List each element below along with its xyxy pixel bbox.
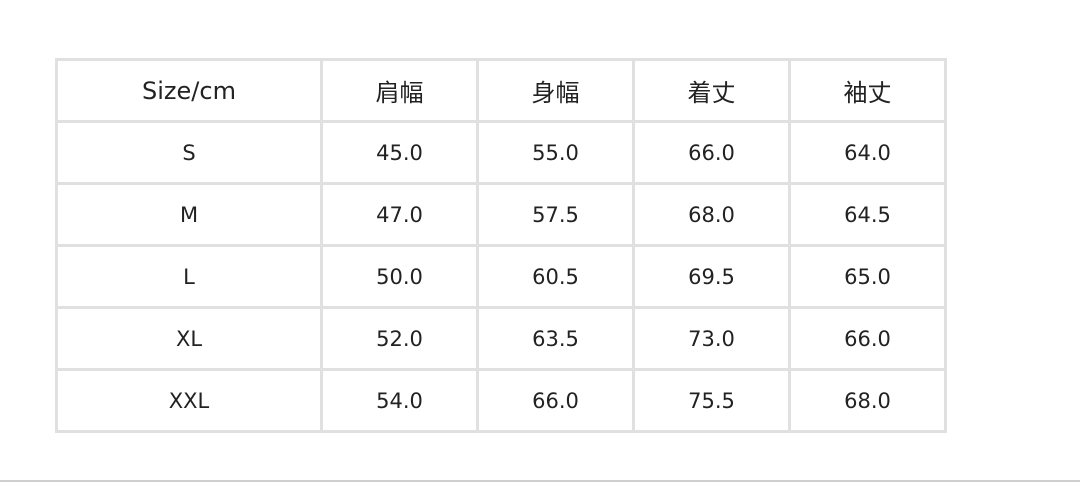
- measurement-cell: 75.5: [632, 368, 791, 433]
- measurement-cell: 69.5: [632, 244, 791, 309]
- size-cell: XL: [55, 306, 323, 371]
- bottom-divider: [0, 480, 1080, 482]
- table-row: S 45.0 55.0 66.0 64.0: [55, 120, 947, 185]
- measurement-cell: 60.5: [476, 244, 635, 309]
- measurement-cell: 45.0: [320, 120, 479, 185]
- header-cell: 肩幅: [320, 58, 479, 123]
- size-chart-table: Size/cm 肩幅 身幅 着丈 袖丈 S 45.0 55.0 66.0 64.0 M 47…: [55, 58, 947, 433]
- table-row: XL 52.0 63.5 73.0 66.0: [55, 306, 947, 371]
- measurement-cell: 65.0: [788, 244, 947, 309]
- measurement-cell: 64.5: [788, 182, 947, 247]
- measurement-cell: 55.0: [476, 120, 635, 185]
- size-cell: M: [55, 182, 323, 247]
- measurement-cell: 63.5: [476, 306, 635, 371]
- measurement-cell: 68.0: [632, 182, 791, 247]
- measurement-cell: 52.0: [320, 306, 479, 371]
- header-cell: Size/cm: [55, 58, 323, 123]
- measurement-cell: 66.0: [788, 306, 947, 371]
- header-row: Size/cm 肩幅 身幅 着丈 袖丈: [55, 58, 947, 123]
- header-cell: 着丈: [632, 58, 791, 123]
- measurement-cell: 57.5: [476, 182, 635, 247]
- measurement-cell: 64.0: [788, 120, 947, 185]
- measurement-cell: 50.0: [320, 244, 479, 309]
- measurement-cell: 68.0: [788, 368, 947, 433]
- table-row: XXL 54.0 66.0 75.5 68.0: [55, 368, 947, 433]
- size-cell: L: [55, 244, 323, 309]
- table-row: M 47.0 57.5 68.0 64.5: [55, 182, 947, 247]
- measurement-cell: 54.0: [320, 368, 479, 433]
- size-cell: XXL: [55, 368, 323, 433]
- table-row: L 50.0 60.5 69.5 65.0: [55, 244, 947, 309]
- header-cell: 身幅: [476, 58, 635, 123]
- measurement-cell: 47.0: [320, 182, 479, 247]
- measurement-cell: 66.0: [476, 368, 635, 433]
- measurement-cell: 73.0: [632, 306, 791, 371]
- measurement-cell: 66.0: [632, 120, 791, 185]
- header-cell: 袖丈: [788, 58, 947, 123]
- size-cell: S: [55, 120, 323, 185]
